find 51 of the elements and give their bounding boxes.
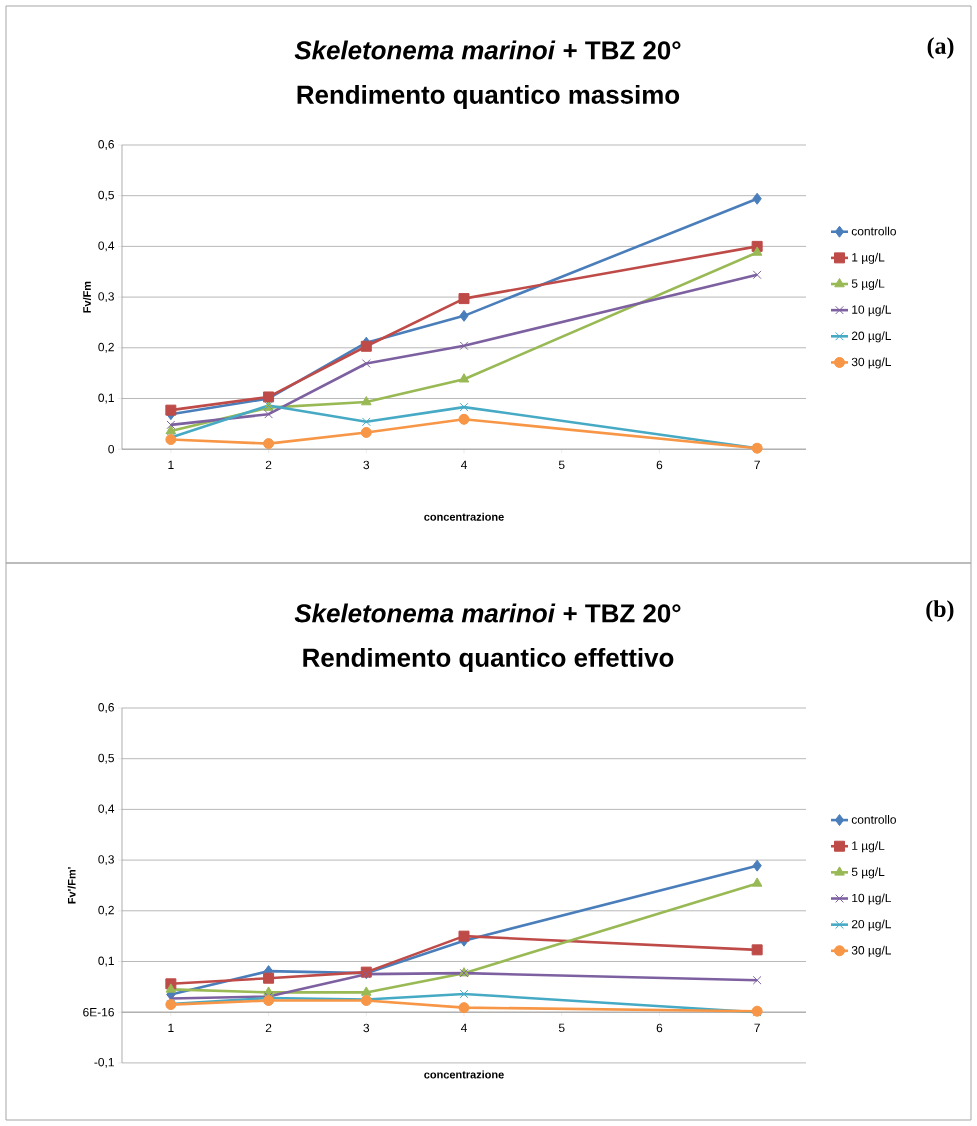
legend-label: 30 µg/L — [851, 945, 892, 957]
y-tick-label: 0,4 — [98, 241, 115, 252]
y-tick-label: 0,6 — [98, 703, 114, 713]
x-axis-title: concentrazione — [424, 1070, 504, 1079]
chart-subtitle: Rendimento quantico effettivo — [303, 647, 674, 673]
y-tick-label: 0,3 — [98, 855, 114, 866]
legend-label: 20 µg/L — [851, 331, 892, 343]
x-tick-label: 3 — [363, 460, 370, 470]
y-tick-label: 0,1 — [98, 393, 114, 404]
chart-title: Skeletonema marinoi + TBZ 20° — [294, 603, 681, 623]
legend-label: 20 µg/L — [851, 919, 892, 931]
x-tick-label: 4 — [460, 460, 467, 469]
legend-label: 10 µg/L — [852, 305, 892, 317]
x-tick-label: 7 — [754, 1023, 760, 1032]
y-tick-label: 0,6 — [98, 140, 114, 150]
x-tick-label: 6 — [656, 460, 663, 470]
x-tick-label: 2 — [265, 1023, 272, 1033]
legend-label: 10 µg/L — [852, 893, 892, 905]
y-tick-label: 0,1 — [98, 956, 114, 967]
legend-label: 1 µg/L — [852, 252, 885, 264]
y-tick-label: 0,4 — [98, 804, 115, 815]
x-tick-label: 7 — [754, 460, 760, 469]
legend-label: 30 µg/L — [851, 357, 892, 369]
y-tick-label: 0 — [108, 444, 115, 454]
legend-label: controllo — [851, 815, 896, 824]
legend-label: 5 µg/L — [851, 278, 885, 291]
y-tick-label: 6E-16 — [83, 1007, 114, 1017]
y-tick-label: 0,5 — [98, 753, 114, 764]
x-tick-label: 3 — [363, 1023, 370, 1033]
y-tick-label: 0,2 — [98, 905, 114, 916]
x-tick-label: 5 — [558, 1023, 565, 1033]
x-tick-label: 1 — [168, 1023, 174, 1032]
y-tick-label: 0,5 — [98, 190, 114, 201]
legend-label: controllo — [851, 226, 896, 236]
y-axis-title: Fv'/Fm' — [67, 867, 76, 904]
x-axis-title: concentrazione — [424, 512, 504, 521]
y-axis-title: Fv/Fm — [82, 281, 92, 313]
text: (a) — [927, 37, 954, 59]
y-tick-label: -0,1 — [94, 1057, 114, 1068]
x-tick-label: 5 — [558, 460, 565, 470]
text: (b) — [926, 600, 954, 622]
x-tick-label: 6 — [656, 1023, 663, 1033]
legend-label: 5 µg/L — [851, 867, 885, 879]
y-tick-label: 0,3 — [98, 292, 114, 303]
chart-subtitle: Rendimento quantico massimo — [297, 84, 680, 110]
x-tick-label: 1 — [168, 460, 174, 469]
chart-title: Skeletonema marinoi + TBZ 20° — [294, 40, 681, 60]
x-tick-label: 2 — [265, 460, 272, 470]
y-tick-label: 0,2 — [98, 342, 114, 353]
x-tick-label: 4 — [460, 1023, 467, 1032]
legend-label: 1 µg/L — [852, 841, 885, 853]
